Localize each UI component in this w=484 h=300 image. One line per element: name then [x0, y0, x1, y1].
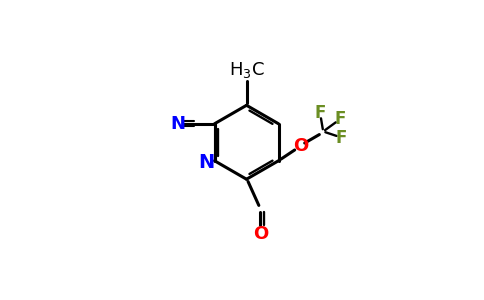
Text: F: F — [334, 110, 346, 128]
Text: $\mathrm{H_3C}$: $\mathrm{H_3C}$ — [228, 60, 264, 80]
Text: N: N — [198, 153, 215, 172]
Text: O: O — [254, 225, 269, 243]
Text: F: F — [336, 129, 348, 147]
Text: O: O — [293, 137, 308, 155]
Text: N: N — [171, 115, 186, 133]
Text: F: F — [315, 104, 326, 122]
